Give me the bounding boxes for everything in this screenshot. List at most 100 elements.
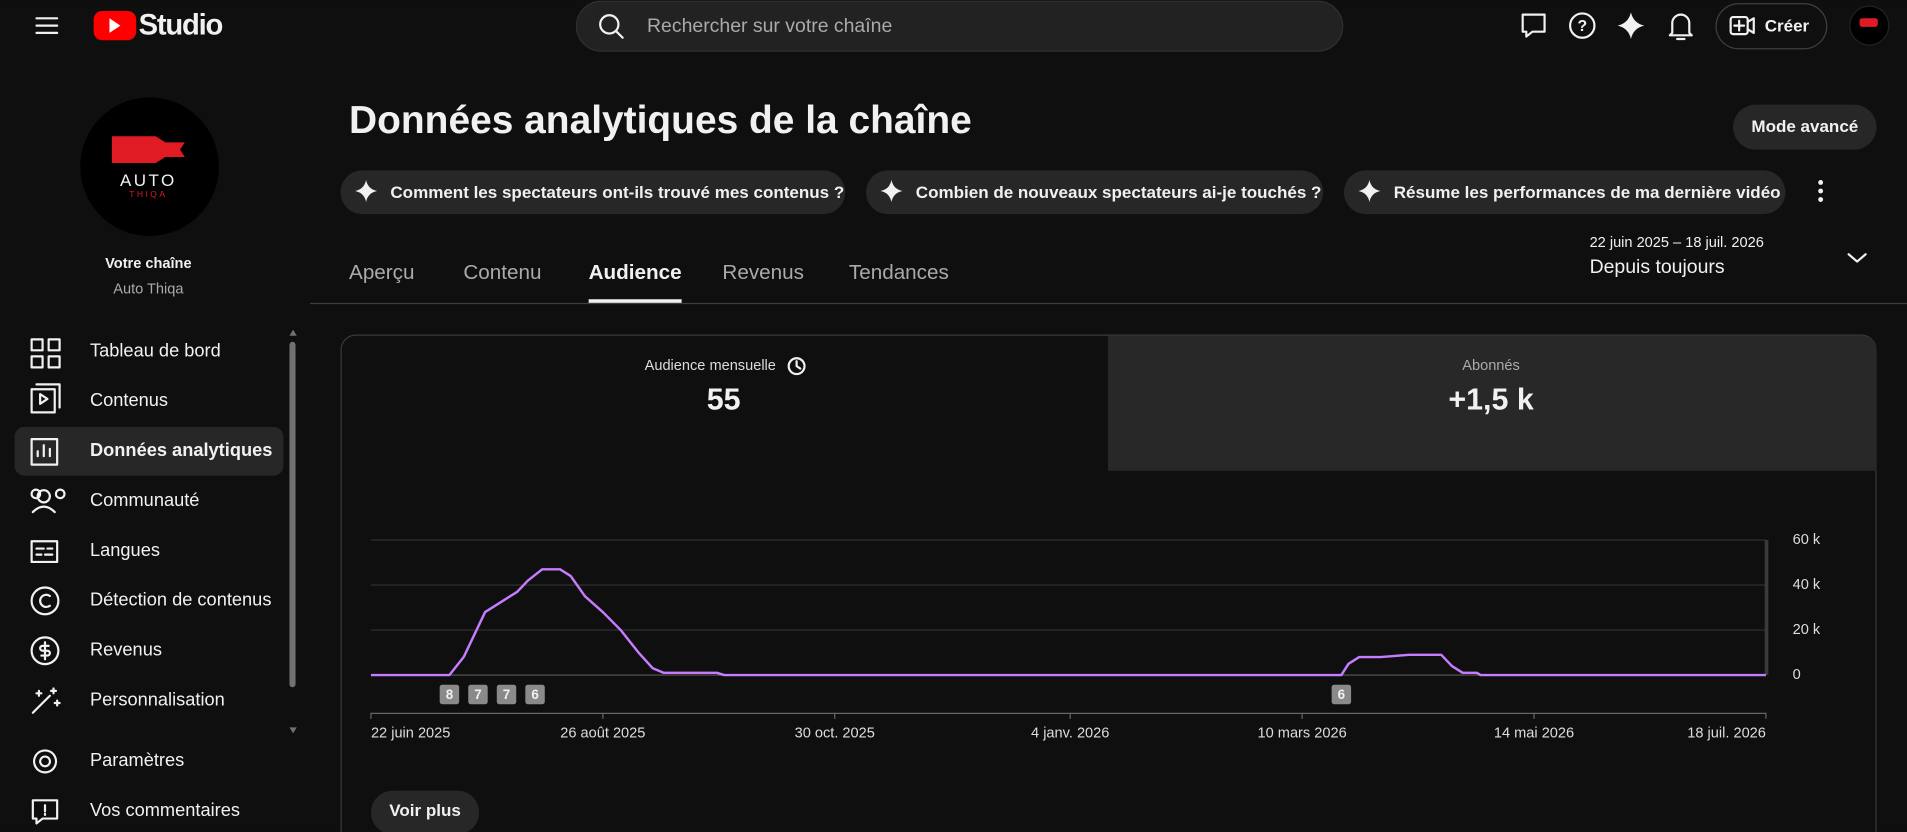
chip-icon bbox=[355, 180, 378, 202]
metric-label: Audience mensuelle bbox=[645, 358, 776, 374]
nav-item[interactable]: Langues bbox=[90, 539, 160, 560]
tab[interactable]: Contenu bbox=[463, 261, 541, 284]
search-placeholder: Rechercher sur votre chaîne bbox=[647, 15, 892, 37]
chart: 0 20 k 40 k 60 k 22 juin 2025 26 août 2025 30 … bbox=[370, 532, 1821, 741]
chip-label: Combien de nouveaux spectateurs ai-je to… bbox=[916, 183, 1322, 202]
tab-underline bbox=[588, 299, 682, 303]
sidebar-scrollbar[interactable] bbox=[289, 341, 296, 688]
nav-item[interactable]: Contenus bbox=[90, 389, 168, 410]
notifications-icon[interactable] bbox=[1668, 13, 1693, 41]
create-icon bbox=[1729, 15, 1755, 36]
nav-item[interactable]: Personnalisation bbox=[90, 688, 225, 709]
nav-item[interactable]: Tableau de bord bbox=[90, 339, 221, 360]
advanced-mode-button[interactable] bbox=[1733, 104, 1877, 150]
video-marker-count: 6 bbox=[531, 687, 538, 702]
nav-icon bbox=[33, 749, 58, 774]
nav-item[interactable]: Données analytiques bbox=[90, 439, 272, 460]
chip-icon bbox=[1358, 180, 1381, 202]
account-avatar-logo bbox=[1859, 18, 1878, 27]
logo[interactable]: Studio bbox=[93, 10, 224, 42]
logo-text: Studio bbox=[139, 10, 223, 42]
y-tick-label: 0 bbox=[1793, 667, 1801, 683]
nav: Tableau de bord Contenus Données analytiqu… bbox=[30, 338, 272, 825]
channel-avatar[interactable] bbox=[80, 97, 219, 237]
nav-icon bbox=[30, 540, 59, 564]
channel-name: Auto Thiqa bbox=[113, 281, 184, 297]
suggestion-chips: Comment les spectateurs ont-ils trouvé m… bbox=[340, 170, 1786, 215]
metric-value: +1,5 k bbox=[1448, 382, 1533, 416]
metric-value: 55 bbox=[707, 382, 741, 416]
video-marker-count: 7 bbox=[503, 687, 510, 702]
metric-info-icon[interactable] bbox=[787, 357, 806, 376]
suggestion-chip[interactable] bbox=[1343, 170, 1786, 215]
metric-label: Abonnés bbox=[1462, 358, 1520, 374]
video-marker[interactable] bbox=[496, 684, 517, 705]
advanced-mode-label: Mode avancé bbox=[1751, 117, 1858, 136]
chart-edge bbox=[1764, 540, 1769, 676]
search-icon bbox=[599, 14, 624, 39]
feedback-icon[interactable] bbox=[1521, 13, 1546, 38]
nav-selected-background bbox=[14, 426, 284, 476]
see-more-label: Voir plus bbox=[389, 801, 461, 820]
nav-icon bbox=[31, 799, 59, 825]
channel-avatar-subtext: THIQA bbox=[129, 189, 167, 199]
x-tick-label: 14 mai 2026 bbox=[1494, 725, 1574, 741]
y-tick-label: 20 k bbox=[1793, 622, 1821, 638]
tab[interactable]: Aperçu bbox=[349, 261, 414, 284]
y-tick-label: 40 k bbox=[1793, 577, 1821, 593]
period[interactable]: Depuis toujours bbox=[1590, 256, 1725, 278]
metric-tab-selected[interactable] bbox=[1107, 335, 1877, 471]
nav-item[interactable]: Détection de contenus bbox=[90, 589, 271, 610]
video-marker-count: 6 bbox=[1338, 687, 1345, 702]
nav-item[interactable]: Communauté bbox=[90, 489, 199, 510]
nav-item[interactable]: Revenus bbox=[90, 639, 162, 660]
suggestion-chip[interactable] bbox=[340, 170, 846, 215]
ai-icon[interactable] bbox=[1617, 12, 1645, 39]
video-marker-count: 7 bbox=[474, 687, 481, 702]
video-marker[interactable] bbox=[525, 684, 545, 705]
x-tick-label: 30 oct. 2025 bbox=[795, 725, 875, 741]
nav-icon bbox=[30, 636, 60, 666]
video-marker-count: 8 bbox=[446, 687, 454, 702]
logo-play bbox=[109, 18, 121, 33]
channel-avatar-logo bbox=[111, 136, 185, 164]
video-marker[interactable] bbox=[439, 684, 460, 705]
tab[interactable]: Revenus bbox=[722, 261, 804, 284]
video-marker[interactable] bbox=[1331, 684, 1352, 705]
chip-icon bbox=[880, 180, 903, 202]
suggestion-chip[interactable] bbox=[865, 170, 1324, 215]
search-box[interactable] bbox=[575, 0, 1344, 52]
more-menu[interactable] bbox=[1818, 180, 1824, 202]
x-tick-label: 26 août 2025 bbox=[560, 725, 645, 741]
tabs: Aperçu Contenu Audience Revenus Tendances bbox=[349, 261, 949, 303]
menu-button[interactable] bbox=[35, 17, 59, 34]
nav-icon bbox=[31, 687, 61, 714]
channel-avatar-text: AUTO bbox=[120, 171, 177, 190]
chip-label: Comment les spectateurs ont-ils trouvé m… bbox=[390, 183, 844, 202]
page-title: Données analytiques de la chaîne bbox=[349, 99, 972, 142]
help-icon[interactable]: ? bbox=[1569, 12, 1596, 39]
nav-item[interactable]: Vos commentaires bbox=[90, 799, 240, 820]
x-tick-label: 22 juin 2025 bbox=[371, 725, 450, 741]
period-dropdown[interactable] bbox=[1847, 253, 1867, 263]
nav-item[interactable]: Paramètres bbox=[90, 749, 184, 770]
audience-line bbox=[370, 568, 1766, 677]
x-tick-label: 10 mars 2026 bbox=[1258, 725, 1347, 741]
tab[interactable]: Tendances bbox=[849, 261, 949, 284]
video-marker[interactable] bbox=[468, 684, 488, 705]
tabs-divider bbox=[310, 302, 1907, 305]
create-button[interactable] bbox=[1715, 3, 1828, 50]
y-tick-label: 60 k bbox=[1793, 532, 1821, 548]
nav-icon bbox=[30, 383, 61, 414]
nav-icon bbox=[30, 438, 59, 466]
tab[interactable]: Audience bbox=[589, 261, 682, 284]
nav-icon bbox=[30, 338, 61, 369]
nav-icon bbox=[30, 586, 60, 616]
x-tick-label: 4 janv. 2026 bbox=[1031, 725, 1109, 741]
chip-label: Résume les performances de ma dernière v… bbox=[1394, 183, 1781, 202]
see-more-button[interactable] bbox=[370, 790, 480, 832]
nav-icon bbox=[30, 488, 66, 514]
create-label: Créer bbox=[1765, 16, 1810, 35]
